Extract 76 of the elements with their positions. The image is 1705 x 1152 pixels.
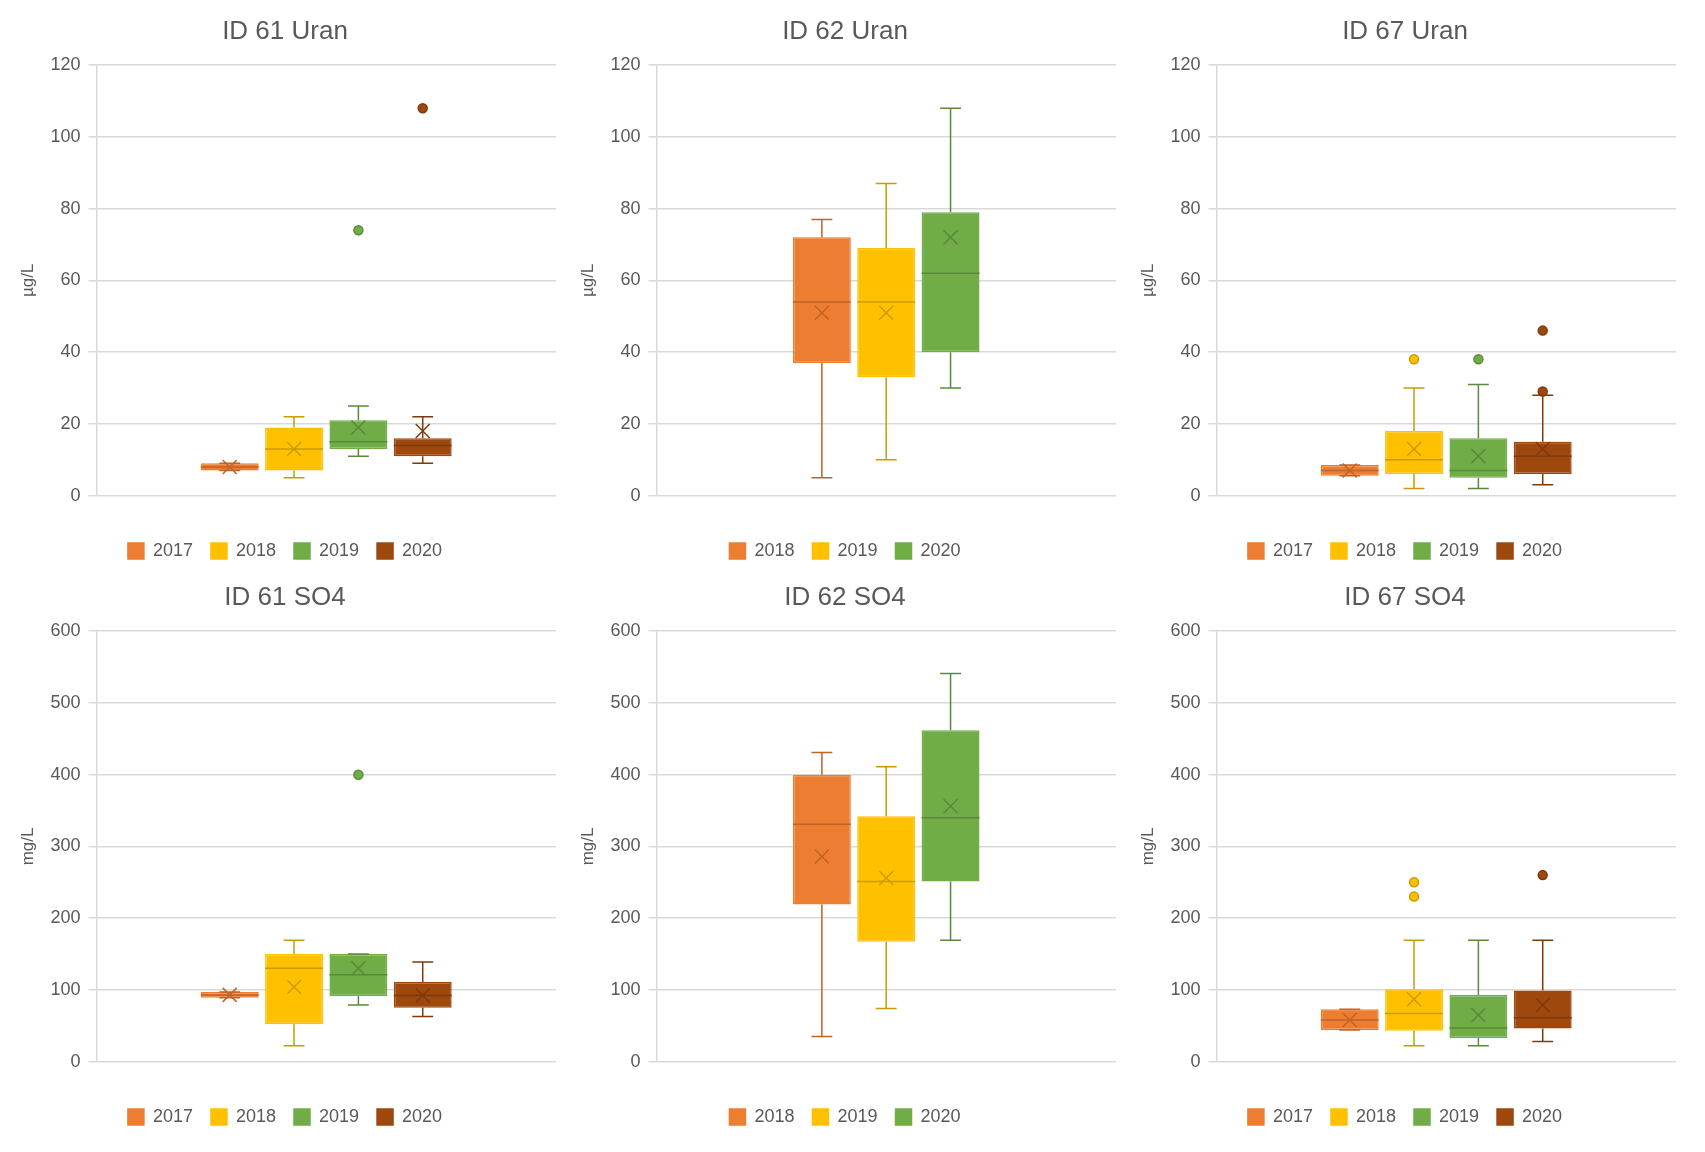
- y-tick-label: 500: [1170, 691, 1201, 712]
- legend-label: 2018: [235, 1105, 276, 1126]
- y-tick-label: 120: [50, 54, 81, 75]
- y-tick-label: 200: [1170, 907, 1201, 928]
- y-tick-label: 40: [620, 341, 641, 362]
- y-tick-label: 100: [1170, 978, 1201, 999]
- legend-label: 2020: [920, 1105, 961, 1126]
- y-tick-label: 300: [50, 835, 81, 856]
- chart-title: ID 67 Uran: [1342, 14, 1468, 45]
- y-tick-label: 100: [50, 125, 81, 146]
- y-axis-title: µg/L: [577, 263, 597, 298]
- y-tick-label: 400: [610, 763, 641, 784]
- legend-label: 2019: [1439, 1105, 1480, 1126]
- legend-label: 2019: [837, 539, 878, 560]
- y-tick-label: 0: [70, 1050, 81, 1071]
- y-tick-label: 0: [630, 484, 641, 505]
- y-tick-label: 100: [610, 125, 641, 146]
- legend-label: 2018: [1355, 539, 1396, 560]
- legend-label: 2017: [1272, 1105, 1313, 1126]
- legend-label: 2019: [319, 1105, 360, 1126]
- legend-label: 2020: [402, 539, 443, 560]
- y-tick-label: 40: [1180, 341, 1201, 362]
- legend-label: 2020: [402, 1105, 443, 1126]
- legend-label: 2017: [1272, 539, 1313, 560]
- y-tick-label: 20: [620, 412, 641, 433]
- legend-label: 2020: [920, 539, 961, 560]
- legend-label: 2020: [1522, 539, 1563, 560]
- chart-title: ID 61 SO4: [224, 580, 346, 611]
- legend-label: 2018: [754, 539, 795, 560]
- y-tick-label: 300: [1170, 835, 1201, 856]
- y-tick-label: 600: [610, 620, 641, 641]
- y-tick-label: 100: [50, 978, 81, 999]
- legend-label: 2019: [837, 1105, 878, 1126]
- y-tick-label: 80: [620, 197, 641, 218]
- legend-label: 2020: [1522, 1105, 1563, 1126]
- y-tick-label: 60: [1180, 269, 1201, 290]
- legend-label: 2018: [1355, 1105, 1396, 1126]
- y-tick-label: 200: [610, 907, 641, 928]
- y-tick-label: 20: [60, 412, 81, 433]
- y-tick-label: 100: [610, 978, 641, 999]
- y-tick-label: 0: [630, 1050, 641, 1071]
- chart-title: ID 67 SO4: [1344, 580, 1466, 611]
- y-tick-label: 80: [60, 197, 81, 218]
- chart-title: ID 62 SO4: [784, 580, 906, 611]
- y-tick-label: 40: [60, 341, 81, 362]
- legend-label: 2017: [152, 1105, 193, 1126]
- y-tick-label: 0: [70, 484, 81, 505]
- y-tick-label: 200: [50, 907, 81, 928]
- y-tick-label: 20: [1180, 412, 1201, 433]
- y-axis-title: mg/L: [1137, 827, 1157, 866]
- chart-title: ID 62 Uran: [782, 14, 908, 45]
- y-tick-label: 500: [50, 691, 81, 712]
- legend-label: 2017: [152, 539, 193, 560]
- y-tick-label: 600: [1170, 620, 1201, 641]
- legend-label: 2019: [1439, 539, 1480, 560]
- chart-title: ID 61 Uran: [222, 14, 348, 45]
- y-tick-label: 500: [610, 691, 641, 712]
- y-tick-label: 60: [620, 269, 641, 290]
- y-tick-label: 0: [1190, 1050, 1201, 1071]
- legend-label: 2018: [754, 1105, 795, 1126]
- y-tick-label: 300: [610, 835, 641, 856]
- y-tick-label: 80: [1180, 197, 1201, 218]
- y-tick-label: 120: [1170, 54, 1201, 75]
- y-tick-label: 400: [50, 763, 81, 784]
- y-tick-label: 0: [1190, 484, 1201, 505]
- y-tick-label: 400: [1170, 763, 1201, 784]
- y-axis-title: µg/L: [1137, 263, 1157, 298]
- legend-label: 2018: [235, 539, 276, 560]
- y-axis-title: mg/L: [17, 827, 37, 866]
- y-axis-title: µg/L: [17, 263, 37, 298]
- y-tick-label: 100: [1170, 125, 1201, 146]
- y-tick-label: 600: [50, 620, 81, 641]
- y-tick-label: 120: [610, 54, 641, 75]
- y-axis-title: mg/L: [577, 827, 597, 866]
- y-tick-label: 60: [60, 269, 81, 290]
- legend-label: 2019: [319, 539, 360, 560]
